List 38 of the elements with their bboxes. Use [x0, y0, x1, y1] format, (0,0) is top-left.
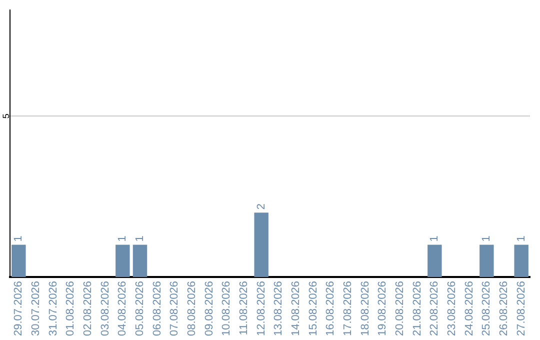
x-tick-label: 05.08.2026 [134, 280, 146, 336]
data-label: 1 [116, 236, 129, 242]
x-tick-label: 14.08.2026 [290, 280, 302, 336]
x-tick-label: 07.08.2026 [168, 280, 181, 336]
x-tick-label: 21.08.2026 [411, 280, 424, 336]
data-label: 1 [515, 236, 528, 242]
x-tick-label: 22.08.2026 [428, 280, 441, 336]
x-tick-label: 30.07.2026 [30, 280, 42, 336]
x-tick-label: 23.08.2026 [446, 280, 458, 336]
x-tick-label: 24.08.2026 [463, 280, 476, 336]
x-tick-label: 26.08.2026 [498, 280, 510, 336]
data-label: 1 [428, 236, 441, 242]
x-tick-label: 20.08.2026 [394, 280, 406, 336]
x-tick-label: 17.08.2026 [342, 280, 354, 336]
y-tick-label: 5 [0, 114, 11, 119]
x-tick-label: 15.08.2026 [307, 280, 320, 336]
data-label: 1 [480, 236, 493, 242]
data-label: 1 [12, 236, 25, 242]
x-tick-label: 04.08.2026 [116, 280, 129, 336]
x-tick-label: 10.08.2026 [220, 280, 233, 336]
x-tick-label: 31.07.2026 [47, 280, 60, 336]
x-tick-label: 18.08.2026 [359, 280, 372, 336]
x-tick-label: 08.08.2026 [186, 280, 198, 336]
x-tick-label: 09.08.2026 [203, 280, 216, 336]
x-tick-label: 01.08.2026 [64, 280, 77, 336]
x-tick-label: 13.08.2026 [272, 280, 285, 336]
x-tick-label: 11.08.2026 [238, 280, 250, 336]
x-tick-label: 02.08.2026 [82, 280, 94, 336]
x-tick-label: 19.08.2026 [376, 280, 389, 336]
x-tick-label: 27.08.2026 [515, 280, 528, 336]
x-tick-label: 25.08.2026 [480, 280, 493, 336]
data-label: 1 [134, 236, 146, 242]
x-tick-label: 16.08.2026 [324, 280, 337, 336]
x-tick-label: 12.08.2026 [255, 280, 268, 336]
x-tick-label: 06.08.2026 [151, 280, 164, 336]
x-tick-label: 03.08.2026 [99, 280, 112, 336]
x-tick-label: 29.07.2026 [12, 280, 25, 336]
data-label: 2 [255, 203, 268, 210]
